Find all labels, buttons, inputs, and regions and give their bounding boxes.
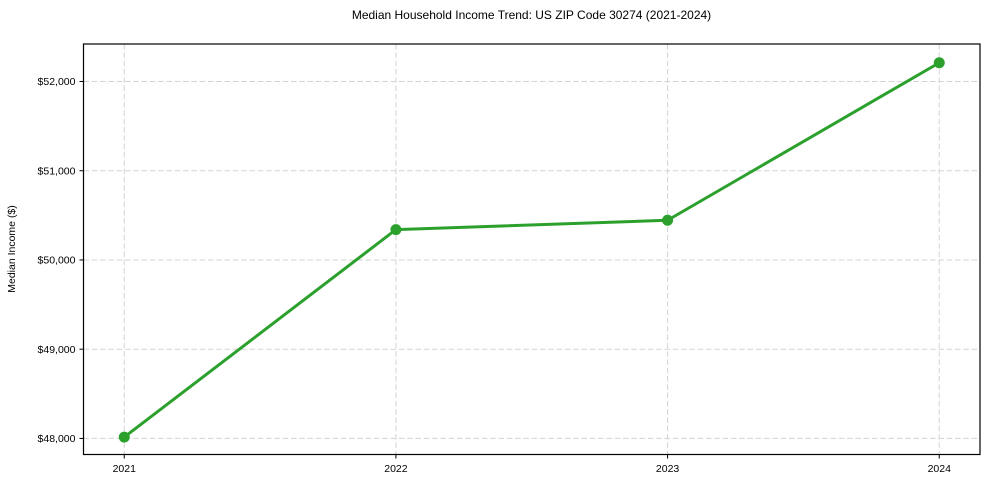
y-axis-label: Median Income ($) bbox=[6, 205, 18, 293]
chart-title: Median Household Income Trend: US ZIP Co… bbox=[351, 8, 712, 22]
y-tick-label: $48,000 bbox=[38, 433, 76, 445]
data-point-marker bbox=[933, 57, 945, 69]
data-point-marker bbox=[390, 224, 402, 236]
plot-border bbox=[82, 43, 981, 456]
y-tick-label: $50,000 bbox=[38, 255, 76, 267]
y-tick-label: $49,000 bbox=[38, 344, 76, 356]
y-tick-label: $52,000 bbox=[38, 76, 76, 88]
y-tick-label: $51,000 bbox=[38, 165, 76, 177]
x-tick-label: 2023 bbox=[656, 463, 680, 475]
x-tick-label: 2021 bbox=[113, 463, 137, 475]
data-point-marker bbox=[118, 431, 130, 443]
trend-line bbox=[122, 61, 941, 439]
data-point-marker bbox=[662, 214, 674, 226]
x-tick-label: 2024 bbox=[928, 463, 952, 475]
x-tick-label: 2022 bbox=[384, 463, 408, 475]
